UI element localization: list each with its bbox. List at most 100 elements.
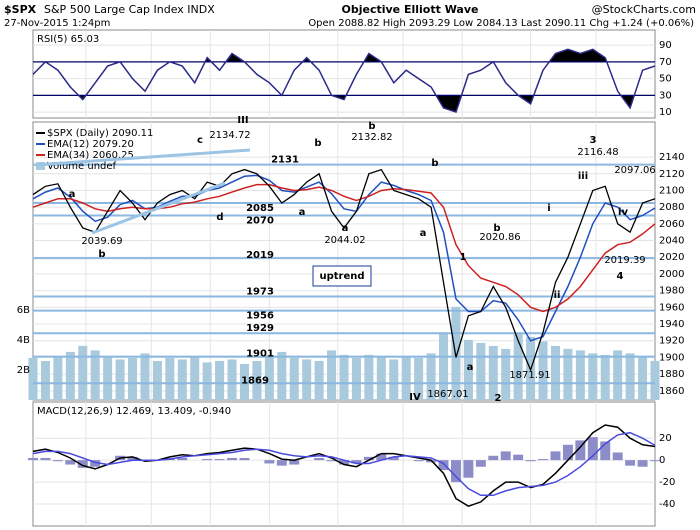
y-tick-label: -20 <box>659 477 675 488</box>
volume-bar <box>302 359 312 400</box>
panel-title: RSI(5) 65.03 <box>37 34 99 45</box>
histogram-bar <box>177 457 188 461</box>
histogram-bar <box>52 460 63 462</box>
volume-bar <box>103 356 113 400</box>
histogram-bar <box>289 460 300 465</box>
histogram-bar <box>488 455 499 461</box>
volume-bar <box>277 351 287 400</box>
level-label: 2019 <box>246 250 274 261</box>
histogram-bar <box>388 456 399 461</box>
volume-bar <box>339 354 349 400</box>
histogram-bar <box>587 437 598 461</box>
histogram-bar <box>239 457 250 461</box>
note-box <box>312 265 372 287</box>
source: Objective Elliott Wave <box>342 3 479 16</box>
legend-label: $SPX (Daily) 2090.11 <box>47 128 153 139</box>
y-tick-label: 2080 <box>659 202 684 213</box>
y-tick-label: -40 <box>659 499 675 510</box>
annotation: d <box>216 212 223 223</box>
histogram-bar <box>202 459 213 461</box>
volume-bar <box>550 345 560 400</box>
histogram-bar <box>475 460 486 467</box>
y-tick-label: 30 <box>659 90 672 101</box>
histogram-bar <box>550 451 561 461</box>
volume-bar <box>414 357 424 400</box>
annotation: 2020.86 <box>479 232 520 243</box>
volume-bar <box>376 356 386 400</box>
annotation: b <box>493 223 500 234</box>
y-tick-label: 1940 <box>659 319 684 330</box>
volume-bar <box>351 357 361 400</box>
annotation: 1 <box>460 252 467 263</box>
volume-bar <box>140 353 150 400</box>
y-tick-label: 1920 <box>659 336 684 347</box>
y-tick-label: 1980 <box>659 286 684 297</box>
histogram-bar <box>525 460 536 462</box>
volume-tick-label: 4B <box>17 335 30 346</box>
histogram-bar <box>28 457 38 461</box>
volume-bar <box>401 356 411 400</box>
y-tick-label: 2140 <box>659 152 684 163</box>
volume-tick-label: 6B <box>17 305 30 316</box>
annotation: iv <box>618 207 628 218</box>
histogram-bar <box>363 456 374 461</box>
y-tick-label: 70 <box>659 57 672 68</box>
y-tick-label: 90 <box>659 40 672 51</box>
series-line <box>32 48 656 114</box>
histogram-bar <box>40 457 51 461</box>
histogram-bar <box>413 460 424 462</box>
histogram-bar <box>214 459 225 461</box>
y-tick-label: 2120 <box>659 169 684 180</box>
series-line <box>32 174 656 342</box>
level-label: 2085 <box>246 203 274 214</box>
series-line <box>32 431 656 497</box>
annotation: iii <box>578 171 588 182</box>
volume-bar <box>115 359 125 400</box>
series-line <box>32 424 656 508</box>
annotation: 2 <box>495 393 502 404</box>
annotation: b <box>98 249 105 260</box>
volume-bar <box>227 359 237 400</box>
volume-bar <box>563 348 573 400</box>
y-tick-label: 1880 <box>659 369 684 380</box>
y-tick-label: 2020 <box>659 252 684 263</box>
symbol: $SPX <box>4 3 37 16</box>
histogram-bar <box>538 459 549 461</box>
annotation: 2097.06 <box>614 165 655 176</box>
volume-bar <box>314 360 324 400</box>
level-label: 1956 <box>246 311 274 322</box>
level-label: 1901 <box>246 349 274 360</box>
rsi-overbought-fill <box>33 49 655 62</box>
date: 27-Nov-2015 1:24pm <box>4 18 110 29</box>
histogram-bar <box>339 460 349 465</box>
histogram-bar <box>77 460 88 468</box>
y-tick-label: 0 <box>659 455 665 466</box>
annotation: 2132.82 <box>351 132 392 143</box>
series-line <box>32 168 656 372</box>
volume-bar <box>538 341 548 400</box>
index-name: S&P 500 Large Cap Index INDX <box>44 3 215 16</box>
annotation: IV <box>409 392 421 403</box>
volume-bar <box>252 360 262 400</box>
histogram-bar <box>326 460 337 462</box>
histogram-bar <box>450 460 461 483</box>
panel-frame <box>32 29 656 119</box>
volume-bar <box>638 356 648 400</box>
histogram-bar <box>351 460 362 464</box>
legend-label: Volume undef <box>47 161 117 172</box>
volume-bar <box>650 360 660 400</box>
histogram-bar <box>65 460 76 465</box>
annotation: b <box>314 138 321 149</box>
volume-bar <box>575 350 585 400</box>
annotation: i <box>547 203 550 214</box>
annotation: b <box>431 158 438 169</box>
y-tick-label: 20 <box>659 433 672 444</box>
volume-bar <box>264 354 274 400</box>
volume-bar <box>476 342 486 400</box>
volume-bar <box>128 357 138 400</box>
histogram-bar <box>264 460 275 464</box>
volume-bar <box>463 339 473 400</box>
histogram-bar <box>438 460 449 471</box>
annotation: ii <box>554 290 561 301</box>
